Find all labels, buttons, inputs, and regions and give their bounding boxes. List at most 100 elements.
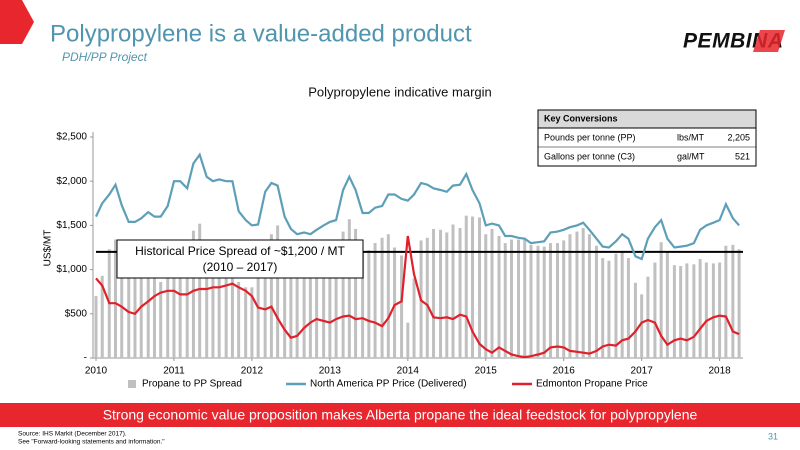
- bar: [626, 258, 630, 358]
- bar: [685, 263, 689, 358]
- bar: [380, 237, 384, 358]
- legend-swatch: [128, 380, 136, 388]
- x-tick-label: 2013: [319, 366, 342, 377]
- bar: [205, 245, 209, 358]
- plot: - $500 $1,000 $1,500 $2,000 $2,500 2010 2011 201…: [56, 132, 743, 390]
- bar: [646, 276, 650, 358]
- bar: [718, 262, 722, 358]
- bar: [503, 243, 507, 358]
- x-tick-label: 2010: [85, 366, 108, 377]
- bar: [653, 262, 657, 358]
- banner: [0, 403, 800, 427]
- y-tick-label: $1,000: [56, 264, 87, 275]
- bar: [529, 244, 533, 358]
- bar: [166, 273, 170, 358]
- annotation-box: [116, 239, 364, 279]
- bar: [406, 322, 410, 358]
- bar: [224, 253, 228, 358]
- y-tick-label: -: [84, 353, 87, 364]
- bar: [587, 234, 591, 358]
- bar: [185, 251, 189, 358]
- banner-text: Strong economic value proposition makes …: [103, 407, 698, 423]
- footer-note: See "Forward-looking statements and info…: [18, 439, 165, 446]
- y-tick-label: $500: [65, 308, 88, 319]
- bar: [484, 234, 488, 358]
- bar: [283, 244, 287, 358]
- legend-label: Edmonton Propane Price: [536, 379, 648, 390]
- bar: [692, 264, 696, 358]
- bar: [594, 245, 598, 358]
- annotation-text: (2010 – 2017): [203, 260, 278, 274]
- bar: [328, 257, 332, 358]
- bar: [620, 251, 624, 358]
- bar: [139, 269, 143, 358]
- annotation-text: Historical Price Spread of ~$1,200 / MT: [135, 244, 345, 258]
- bar: [412, 278, 416, 358]
- bar: [367, 250, 371, 358]
- bar: [731, 244, 735, 358]
- bar: [523, 239, 527, 358]
- bar: [490, 228, 494, 358]
- bar: [230, 255, 234, 358]
- bar: [509, 239, 513, 358]
- x-tick-label: 2011: [163, 366, 185, 377]
- bar: [601, 258, 605, 358]
- bar: [562, 240, 566, 358]
- x-tick-label: 2014: [397, 366, 420, 377]
- corner-accent: [0, 0, 34, 44]
- bar: [478, 217, 482, 358]
- bar: [425, 237, 429, 358]
- table-cell: 521: [735, 151, 750, 161]
- legend-label: North America PP Price (Delivered): [310, 379, 467, 390]
- bar: [276, 225, 280, 358]
- slide-title: Polypropylene is a value-added product: [50, 20, 472, 47]
- x-tick-label: 2018: [708, 366, 731, 377]
- chart-title: Polypropylene indicative margin: [308, 84, 492, 99]
- x-tick-label: 2015: [475, 366, 498, 377]
- bar: [347, 219, 351, 358]
- key-table-header: [537, 109, 757, 129]
- bar: [724, 245, 728, 358]
- bar: [152, 278, 156, 358]
- table-cell: lbs/MT: [677, 132, 705, 142]
- bar: [432, 228, 436, 358]
- bar: [354, 228, 358, 358]
- bar: [256, 274, 260, 358]
- bar: [308, 269, 312, 358]
- table-cell: 2,205: [727, 132, 750, 142]
- line: [95, 235, 740, 359]
- bar: [386, 234, 390, 358]
- bar: [536, 245, 540, 358]
- bar: [334, 258, 338, 358]
- bar: [451, 224, 455, 358]
- bar: [159, 281, 163, 358]
- bar: [172, 248, 176, 358]
- y-tick-label: $2,500: [56, 132, 87, 143]
- bar: [542, 246, 546, 358]
- bar: [133, 266, 137, 358]
- bar: [614, 253, 618, 358]
- bar: [471, 216, 475, 358]
- bar: [439, 229, 443, 358]
- bar: [464, 215, 468, 358]
- table-cell: Pounds per tonne (PP): [544, 132, 636, 142]
- key-table-title: Key Conversions: [544, 113, 618, 123]
- footer-source: Source: IHS Markit (December 2017).: [18, 431, 127, 438]
- bar: [581, 228, 585, 358]
- bar: [445, 232, 449, 358]
- bar: [198, 223, 202, 358]
- bar: [100, 275, 104, 358]
- bar: [393, 247, 397, 358]
- slide-subtitle: PDH/PP Project: [62, 50, 148, 64]
- bar: [704, 262, 708, 358]
- bar: [269, 234, 273, 358]
- bar: [289, 249, 293, 358]
- bar: [568, 234, 572, 358]
- bar: [458, 228, 462, 358]
- bar: [672, 265, 676, 358]
- bar: [497, 236, 501, 358]
- x-tick-label: 2012: [241, 366, 264, 377]
- x-tick-label: 2017: [631, 366, 654, 377]
